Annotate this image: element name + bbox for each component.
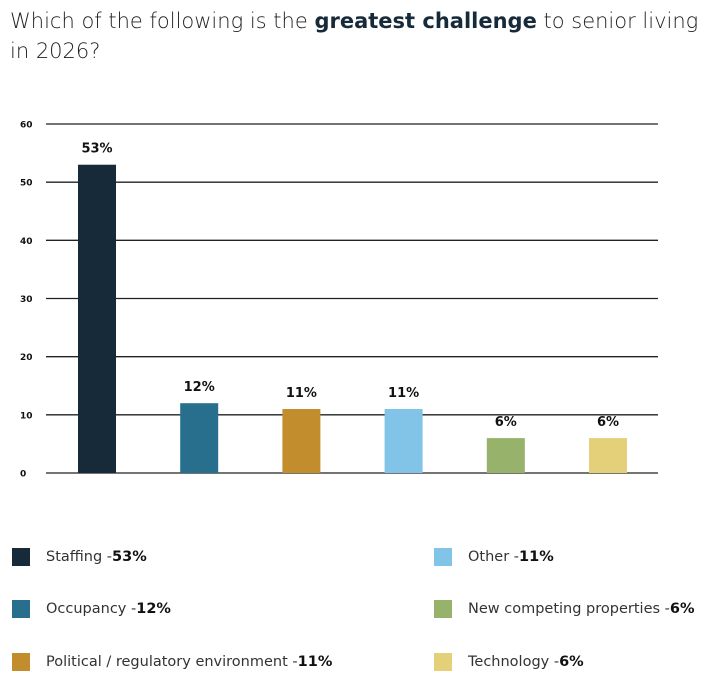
data-label: 11% — [388, 386, 419, 401]
legend-label: Other - — [468, 549, 520, 565]
y-tick-label: 20 — [20, 353, 33, 363]
legend-item: New competing properties - 6% — [434, 600, 695, 618]
data-label: 12% — [184, 380, 215, 395]
legend-swatch — [434, 653, 452, 671]
legend-value: 11% — [297, 654, 333, 670]
legend-swatch — [12, 653, 30, 671]
y-tick-label: 50 — [20, 179, 33, 189]
y-tick-label: 0 — [20, 470, 26, 480]
legend-item: Staffing - 53% — [12, 548, 147, 566]
bar — [486, 438, 525, 473]
legend-label: New competing properties - — [468, 601, 670, 617]
y-tick-label: 10 — [20, 411, 33, 421]
data-label: 6% — [495, 415, 517, 430]
legend-item: Technology - 6% — [434, 653, 584, 671]
legend-swatch — [12, 548, 30, 566]
legend-swatch — [12, 600, 30, 618]
y-tick-label: 30 — [20, 295, 33, 305]
legend-label: Occupancy - — [46, 601, 137, 617]
y-tick-label: 60 — [20, 121, 33, 131]
legend-label: Political / regulatory environment - — [46, 654, 298, 670]
legend-value: 53% — [112, 549, 147, 565]
legend-label: Staffing - — [46, 549, 113, 565]
data-label: 53% — [81, 142, 112, 157]
bar — [180, 403, 219, 473]
legend-value: 6% — [559, 654, 584, 670]
chart-title: Which of the following is the greatest c… — [10, 9, 699, 63]
legend-item: Occupancy - 12% — [12, 600, 171, 618]
bar — [589, 438, 627, 473]
legend-value: 12% — [136, 601, 171, 617]
legend-item: Other - 11% — [434, 548, 554, 566]
y-tick-label: 40 — [20, 237, 33, 247]
data-label: 11% — [286, 386, 317, 401]
legend-label: Technology - — [468, 654, 560, 670]
legend-value: 6% — [669, 601, 695, 617]
legend-swatch — [434, 548, 452, 566]
bar — [78, 164, 116, 473]
bar-chart: 0 10 20 30 40 50 60 53% 12% 11% 11% 6% 6% — [20, 121, 658, 480]
data-label: 6% — [597, 415, 619, 430]
bar — [282, 409, 321, 473]
legend-item: Political / regulatory environment - 11% — [12, 653, 332, 671]
legend-value: 11% — [519, 549, 554, 565]
bar — [384, 409, 423, 473]
legend-swatch — [434, 600, 452, 618]
